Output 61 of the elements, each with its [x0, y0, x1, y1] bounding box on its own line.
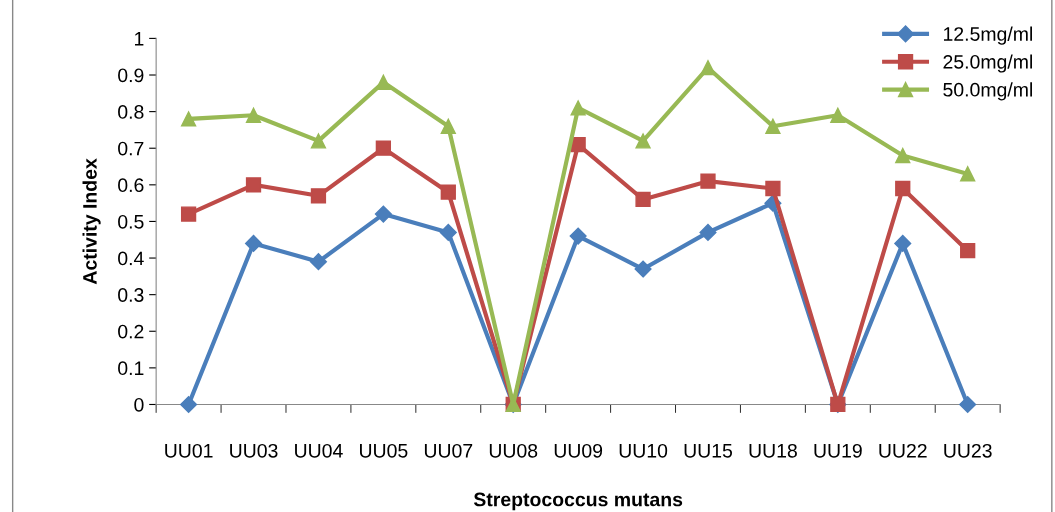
x-axis-title: Streptococcus mutans	[473, 492, 683, 511]
y-tick-label: 0.6	[118, 178, 144, 193]
point	[569, 227, 587, 245]
y-tick-label: 0.1	[118, 361, 144, 376]
x-tick-label: UU01	[165, 443, 213, 458]
point	[635, 133, 651, 149]
x-tick-label: UU10	[619, 443, 668, 458]
x-tick-label: UU09	[554, 443, 603, 458]
x-tick-label: UU04	[295, 443, 343, 458]
point	[440, 184, 456, 200]
x-tick-label: UU15	[684, 444, 733, 458]
point	[180, 395, 198, 414]
point	[310, 188, 327, 204]
point	[765, 180, 781, 197]
point	[959, 395, 977, 414]
legend-label: 25.0mg/ml	[943, 54, 1032, 73]
y-axis-title: Activity Index	[82, 158, 101, 285]
point	[310, 133, 327, 149]
x-tick-label: UU08	[489, 443, 538, 458]
y-tick-label: 0.3	[118, 288, 144, 302]
point	[765, 118, 781, 134]
point	[439, 223, 457, 241]
x-tick-label: UU18	[749, 443, 797, 458]
point	[245, 177, 262, 193]
point	[180, 206, 197, 222]
y-tick-label: 0.5	[118, 214, 144, 229]
legend-label: 12.5mg/ml	[943, 26, 1032, 45]
point	[440, 118, 456, 134]
y-tick-label: 0.4	[118, 251, 144, 266]
x-tick-label: UU19	[814, 443, 862, 458]
y-tick-label: 0	[134, 397, 144, 412]
y-tick-label: 1	[135, 32, 144, 46]
point	[700, 173, 716, 189]
x-tick-label: UU05	[360, 443, 408, 458]
point	[960, 243, 976, 259]
y-tick-label: 0.9	[118, 68, 144, 83]
x-tick-label: UU03	[230, 443, 278, 458]
y-tick-label: 0.2	[118, 324, 144, 339]
y-tick-label: 0.8	[118, 105, 144, 119]
point	[895, 180, 911, 197]
point	[700, 60, 716, 76]
x-tick-label: UU22	[879, 443, 927, 458]
point	[635, 191, 651, 208]
point	[960, 166, 976, 182]
point	[895, 147, 911, 164]
point	[309, 253, 327, 271]
point	[634, 260, 652, 278]
point	[375, 74, 392, 90]
point	[180, 111, 197, 127]
point	[830, 107, 846, 123]
point	[245, 107, 262, 123]
point	[244, 234, 263, 252]
point	[375, 140, 392, 156]
point	[699, 223, 717, 241]
x-tick-label: UU07	[424, 443, 473, 458]
point	[894, 234, 912, 252]
x-tick-label: UU23	[944, 443, 992, 458]
legend-label: 50.0mg/ml	[943, 82, 1032, 101]
y-tick-label: 0.7	[118, 141, 144, 156]
point	[570, 100, 586, 116]
point	[374, 205, 392, 223]
